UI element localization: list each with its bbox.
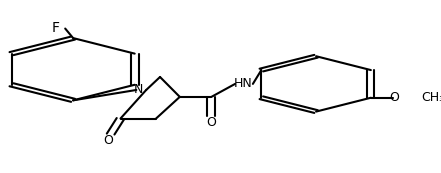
Text: O: O [389, 91, 400, 104]
Text: F: F [51, 21, 60, 35]
Text: HN: HN [234, 77, 252, 90]
Text: N: N [134, 83, 143, 96]
Text: O: O [104, 134, 114, 148]
Text: O: O [206, 116, 217, 129]
Text: CH₃: CH₃ [422, 91, 441, 104]
